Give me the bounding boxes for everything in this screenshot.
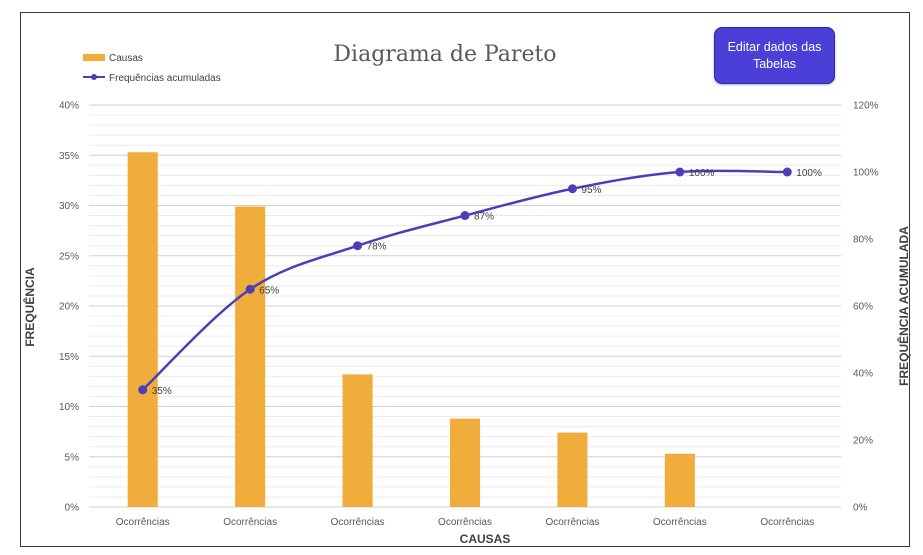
y-tick-label: 5% [65, 452, 80, 463]
cumulative-point [353, 241, 363, 251]
bar [127, 152, 158, 508]
x-axis-title: CAUSAS [460, 532, 511, 546]
y2-tick-label: 0% [853, 503, 868, 514]
y-tick-label: 20% [59, 302, 79, 313]
y-tick-label: 15% [59, 352, 79, 363]
y-tick-label: 30% [59, 201, 79, 212]
bar [557, 432, 588, 507]
cumulative-point [245, 284, 255, 294]
cumulative-data-label: 95% [581, 185, 601, 196]
x-tick-label: Ocorrências [760, 517, 814, 528]
y-tick-label: 35% [59, 151, 79, 162]
bar [664, 453, 695, 507]
y-tick-label: 10% [59, 402, 79, 413]
legend-marker-acumuladas [91, 74, 97, 80]
y2-tick-label: 80% [853, 235, 873, 246]
x-tick-label: Ocorrências [545, 517, 599, 528]
legend-label-causas: Causas [109, 53, 143, 64]
legend: Causas Frequências acumuladas [83, 53, 221, 84]
chart-title: Diagrama de Pareto [333, 42, 556, 67]
y2-axis-ticks: 0% 20% 40% 60% 80% 100% 120% [853, 101, 879, 514]
cumulative-data-label: 65% [259, 285, 279, 296]
y2-axis-title: FREQUÊNCIA ACUMULADA [896, 226, 911, 386]
y2-tick-label: 60% [853, 302, 873, 313]
pareto-chart: Diagrama de Pareto Causas Frequências ac… [22, 42, 911, 546]
cumulative-data-label: 87% [474, 212, 494, 223]
legend-swatch-causas [83, 54, 105, 61]
y2-tick-label: 100% [853, 168, 879, 179]
bar [235, 206, 266, 507]
x-tick-label: Ocorrências [438, 517, 492, 528]
line-series: 35% 65% 78% 87% 95% 100% 100% [138, 167, 822, 397]
x-tick-label: Ocorrências [653, 517, 707, 528]
chart-frame: Diagrama de Pareto Causas Frequências ac… [20, 12, 911, 547]
x-tick-label: Ocorrências [331, 517, 385, 528]
edit-table-data-button[interactable]: Editar dados das Tabelas [714, 27, 835, 84]
bar [449, 418, 481, 507]
bar [342, 374, 373, 507]
bar-series [127, 152, 695, 508]
y-axis-title: FREQUÊNCIA [22, 267, 37, 347]
gridlines [89, 104, 841, 508]
y2-tick-label: 120% [853, 101, 879, 112]
legend-label-acumuladas: Frequências acumuladas [109, 73, 221, 84]
y-tick-label: 0% [65, 503, 80, 514]
cumulative-data-label: 78% [367, 242, 387, 253]
y2-tick-label: 20% [853, 436, 873, 447]
cumulative-data-label: 100% [796, 168, 822, 179]
x-tick-label: Ocorrências [116, 517, 170, 528]
y2-tick-label: 40% [853, 369, 873, 380]
y-axis-ticks: 0% 5% 10% 15% 20% 25% 30% 35% 40% [59, 101, 79, 514]
y-tick-label: 25% [59, 251, 79, 262]
y-tick-label: 40% [59, 101, 79, 112]
cumulative-point [567, 184, 577, 194]
cumulative-point [460, 211, 470, 221]
cumulative-point [138, 385, 148, 395]
cumulative-data-label: 35% [152, 386, 172, 397]
x-tick-label: Ocorrências [223, 517, 277, 528]
x-axis-ticks: Ocorrências Ocorrências Ocorrências Ocorrên… [116, 517, 814, 528]
cumulative-point [675, 167, 685, 177]
cumulative-data-label: 100% [689, 168, 715, 179]
cumulative-point [782, 167, 792, 177]
